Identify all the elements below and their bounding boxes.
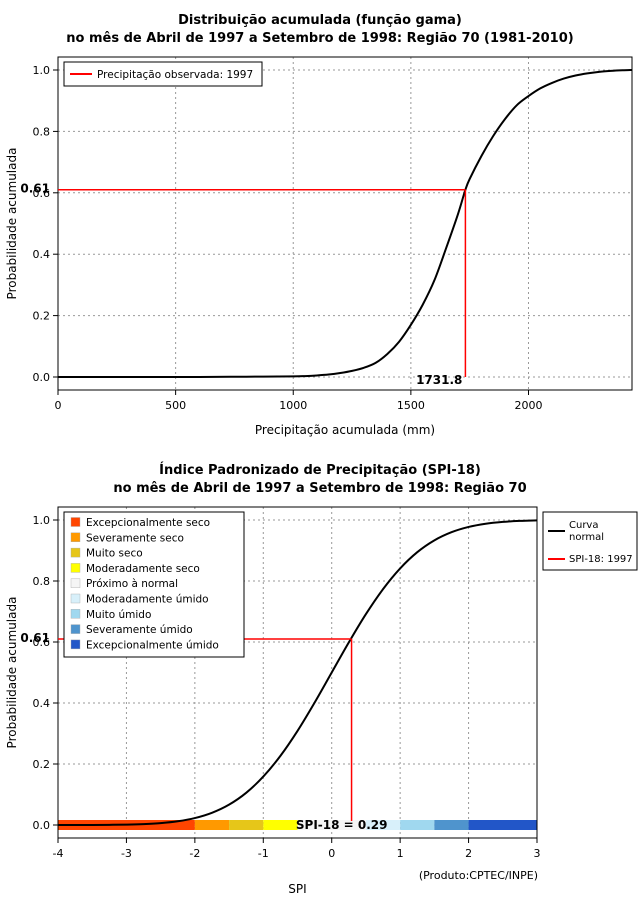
spi-distribution-chart: -4 -3 -2 -1 0 1 2 3 0.0 0.2 0.4 0.6 0.8 1.0 SPI Probabi…	[5, 506, 638, 896]
y-tick-label: 1.0	[33, 514, 51, 527]
y-tick-label: 0.4	[33, 248, 51, 261]
x-tick-label: -1	[258, 847, 269, 860]
legend-item-label: SPI-18: 1997	[569, 554, 633, 565]
y-tick-label: 0.2	[33, 758, 51, 771]
y-tick-label: 0.2	[33, 310, 51, 323]
cdf-curve	[58, 69, 633, 379]
category-label: Severamente seco	[86, 532, 184, 544]
spi-value-label: SPI-18 = 0.29	[296, 818, 388, 832]
category-color-swatch	[70, 563, 81, 573]
marker-probability-label: 0.61	[20, 631, 50, 645]
gamma-title-line2: no mês de Abril de 1997 a Setembro de 19…	[66, 31, 574, 46]
category-label: Severamente úmido	[86, 624, 193, 636]
product-note: (Produto:CPTEC/INPE)	[418, 869, 538, 882]
category-color-swatch	[70, 624, 81, 634]
x-tick-label: 0	[328, 847, 335, 860]
spi-colorbar-segment	[365, 820, 401, 830]
category-color-swatch	[70, 609, 81, 619]
spi-colorbar-segment	[263, 820, 298, 830]
x-tick-label: 500	[165, 399, 186, 412]
category-color-swatch	[70, 593, 81, 604]
category-color-swatch	[70, 532, 81, 543]
y-tick-label: 0.8	[33, 125, 51, 138]
gamma-title-line1: Distribuição acumulada (função gama)	[178, 13, 462, 28]
y-tick-label: 0.0	[33, 371, 51, 384]
y-tick-label: 0.8	[33, 575, 51, 588]
x-tick-label: -3	[121, 847, 132, 860]
spi-colorbar-segment	[297, 820, 366, 830]
y-tick-label: 0.4	[33, 697, 51, 710]
x-tick-label: 2000	[514, 399, 542, 412]
spi-colorbar-segment	[400, 820, 435, 830]
legend-box	[63, 61, 263, 87]
category-legend-box	[63, 511, 245, 658]
y-tick-label: 0.6	[33, 636, 51, 649]
legend-item-label: Precipitação observada: 1997	[97, 69, 253, 81]
category-color-swatch	[70, 578, 81, 588]
x-tick-label: -2	[189, 847, 200, 860]
curve-legend-box	[542, 511, 638, 571]
spi-colorbar-segment	[468, 820, 537, 830]
x-tick-label: 1000	[279, 399, 307, 412]
category-label: Muito seco	[86, 548, 143, 560]
category-label: Próximo à normal	[86, 578, 178, 590]
cdf-curve	[57, 519, 538, 826]
spi-colorbar-segment	[434, 820, 469, 830]
plot-border	[57, 506, 538, 839]
gamma-distribution-chart: 0 500 1000 1500 2000 0.0 0.2 0.4 0.6 0.8 1.0 Precip…	[5, 56, 633, 437]
spi-colorbar-segment	[194, 820, 230, 830]
x-tick-label: 1	[397, 847, 404, 860]
spi-distribution-panel: -4 -3 -2 -1 0 1 2 3 0.0 0.2 0.4 0.6 0.8 1.0 SPI Probabi…	[0, 450, 640, 900]
x-tick-label: 2	[465, 847, 472, 860]
x-tick-label: 0	[55, 399, 62, 412]
legend-item-label: normal	[569, 532, 604, 543]
x-tick-label: 3	[534, 847, 541, 860]
category-color-swatch	[70, 639, 81, 650]
spi-title-line2: no mês de Abril de 1997 a Setembro de 19…	[113, 481, 527, 496]
gamma-distribution-panel: 0 500 1000 1500 2000 0.0 0.2 0.4 0.6 0.8 1.0 Precip…	[5, 56, 633, 437]
x-tick-label: -4	[53, 847, 64, 860]
y-tick-label: 0.6	[33, 187, 51, 200]
y-axis-label: Probabilidade acumulada	[5, 597, 19, 749]
y-tick-label: 1.0	[33, 64, 51, 77]
category-label: Excepcionalmente seco	[86, 517, 210, 529]
x-axis-label: Precipitação acumulada (mm)	[255, 423, 435, 437]
category-label: Moderadamente úmido	[86, 594, 209, 606]
category-color-swatch	[70, 517, 81, 527]
category-label: Excepcionalmente úmido	[86, 639, 219, 651]
category-label: Muito úmido	[86, 609, 151, 621]
y-axis-label: Probabilidade acumulada	[5, 148, 19, 300]
x-axis-label: SPI	[288, 882, 306, 896]
spi-chart-title: Índice Padronizado de Precipitação (SPI-…	[0, 462, 640, 498]
x-tick-label: 1500	[397, 399, 425, 412]
category-color-swatch	[70, 547, 81, 558]
marker-probability-label: 0.61	[20, 182, 50, 196]
gamma-chart-title: Distribuição acumulada (função gama) no …	[0, 12, 640, 48]
spi-title-line1: Índice Padronizado de Precipitação (SPI-…	[159, 463, 481, 478]
marker-precipitation-label: 1731.8	[416, 373, 462, 387]
y-tick-label: 0.0	[33, 819, 51, 832]
plot-border	[57, 56, 633, 391]
spi-colorbar-segment	[229, 820, 264, 830]
category-label: Moderadamente seco	[86, 563, 200, 575]
legend-item-label: Curva	[569, 520, 598, 531]
